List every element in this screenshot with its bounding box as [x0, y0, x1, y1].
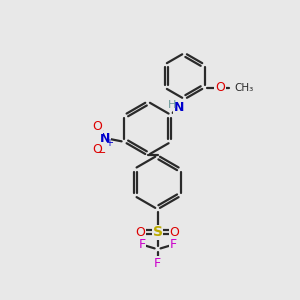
- Text: O: O: [215, 81, 225, 94]
- Text: N: N: [100, 131, 110, 145]
- Text: O: O: [169, 226, 179, 239]
- Text: S: S: [153, 225, 163, 239]
- Text: −: −: [97, 148, 106, 158]
- Text: +: +: [105, 138, 113, 148]
- Text: O: O: [136, 226, 146, 239]
- Text: O: O: [92, 120, 102, 133]
- Text: F: F: [139, 238, 146, 251]
- Text: F: F: [154, 257, 161, 270]
- Text: O: O: [92, 143, 102, 156]
- Text: H: H: [167, 100, 176, 110]
- Text: CH₃: CH₃: [235, 82, 254, 93]
- Text: F: F: [169, 238, 177, 251]
- Text: N: N: [174, 100, 184, 113]
